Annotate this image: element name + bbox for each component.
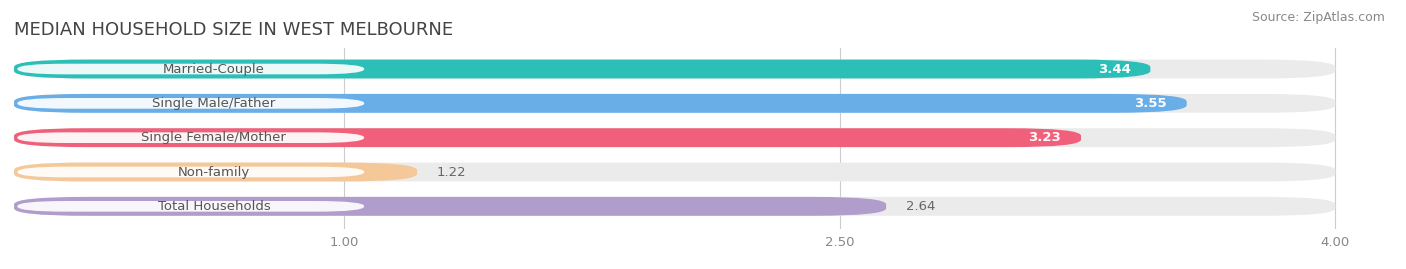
Text: Non-family: Non-family [177,165,250,179]
Text: 2.64: 2.64 [905,200,935,213]
Text: MEDIAN HOUSEHOLD SIZE IN WEST MELBOURNE: MEDIAN HOUSEHOLD SIZE IN WEST MELBOURNE [14,20,453,38]
FancyBboxPatch shape [17,132,364,143]
FancyBboxPatch shape [14,197,886,216]
FancyBboxPatch shape [14,94,1187,113]
FancyBboxPatch shape [17,98,364,109]
Text: 3.23: 3.23 [1028,131,1062,144]
Text: Single Female/Mother: Single Female/Mother [142,131,287,144]
FancyBboxPatch shape [14,128,1081,147]
Text: Married-Couple: Married-Couple [163,62,264,76]
FancyBboxPatch shape [17,201,364,212]
Text: Total Households: Total Households [157,200,270,213]
Text: 1.22: 1.22 [437,165,467,179]
FancyBboxPatch shape [14,59,1150,79]
FancyBboxPatch shape [14,94,1336,113]
FancyBboxPatch shape [17,167,364,177]
Text: 3.55: 3.55 [1135,97,1167,110]
FancyBboxPatch shape [14,162,418,182]
FancyBboxPatch shape [14,128,1336,147]
Text: Single Male/Father: Single Male/Father [152,97,276,110]
FancyBboxPatch shape [14,197,1336,216]
FancyBboxPatch shape [17,64,364,74]
Text: Source: ZipAtlas.com: Source: ZipAtlas.com [1251,11,1385,24]
FancyBboxPatch shape [14,162,1336,182]
Text: 3.44: 3.44 [1098,62,1130,76]
FancyBboxPatch shape [14,59,1336,79]
